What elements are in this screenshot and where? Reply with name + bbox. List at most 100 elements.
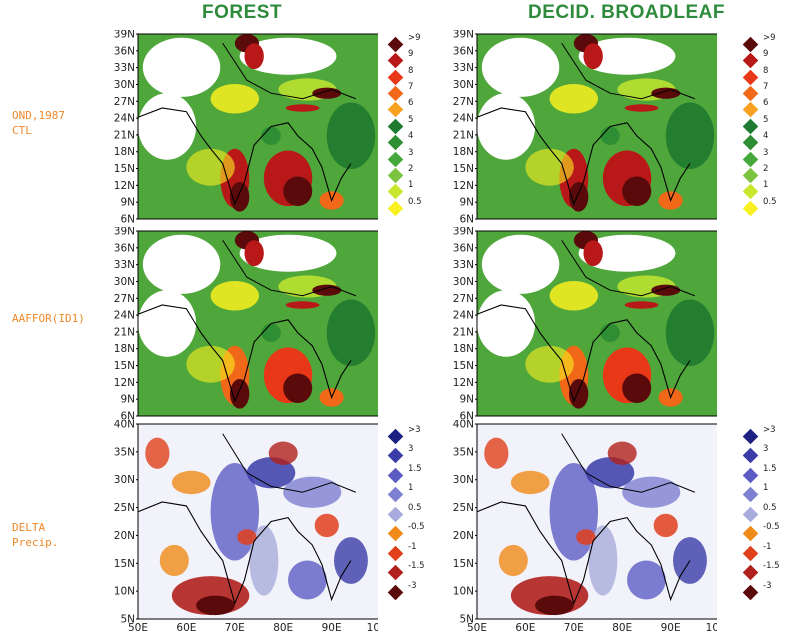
legend-item: 3	[385, 148, 445, 169]
legend-item: 3	[740, 148, 800, 169]
lat-tick-label: 10N	[114, 586, 135, 598]
lat-tick-label: 9N	[120, 197, 135, 209]
lon-tick-label: 80E	[612, 622, 632, 634]
legend-swatch	[742, 183, 759, 200]
legend-label: 0.5	[763, 196, 777, 207]
lat-tick-label: 35N	[114, 446, 135, 458]
lat-tick-label: 15N	[453, 163, 474, 175]
legend-swatch	[387, 448, 404, 464]
legend-swatch	[387, 134, 404, 151]
lat-tick-label: 18N	[453, 343, 474, 355]
legend-swatch	[742, 487, 759, 503]
lat-tick-label: 21N	[114, 129, 135, 141]
legend-swatch	[387, 36, 404, 53]
legend-label: 1	[408, 180, 414, 191]
legend-item: 9	[385, 49, 445, 70]
legend-swatch	[742, 69, 759, 85]
lat-tick-label: 30N	[453, 276, 474, 288]
legend-label: 9	[763, 49, 769, 60]
lat-tick-label: 36N	[453, 45, 474, 57]
legend-swatch	[387, 118, 404, 135]
lat-tick-label: 9N	[459, 394, 474, 406]
lon-tick-label: 80E	[273, 622, 293, 634]
lat-tick-label: 15N	[114, 163, 135, 175]
legend-label: -3	[408, 580, 417, 591]
legend-label: -1.5	[763, 561, 780, 572]
legend-swatch	[387, 525, 404, 542]
legend-swatch	[742, 102, 759, 118]
lat-tick-label: 9N	[120, 394, 135, 406]
lat-tick-label: 15N	[114, 558, 135, 570]
legend-swatch	[742, 151, 759, 167]
lon-tick-label: 90E	[661, 622, 681, 634]
legend-label: 1	[408, 483, 414, 494]
legend-label: 0.5	[408, 196, 422, 207]
lat-tick-label: 15N	[453, 360, 474, 372]
lat-tick-label: 6N	[120, 214, 135, 226]
legend-item: 0.5	[385, 503, 445, 524]
legend-swatch	[387, 506, 404, 523]
legend-item: 6	[740, 98, 800, 119]
lat-tick-label: 6N	[459, 214, 474, 226]
lat-tick-label: 10N	[453, 586, 474, 598]
legend-swatch	[742, 564, 759, 581]
lat-tick-label: 18N	[114, 343, 135, 355]
legend-item: 5	[740, 115, 800, 136]
legend-label: 1	[763, 483, 769, 494]
legend-label: 4	[763, 131, 769, 142]
column-title-decid-broadleaf: DECID. BROADLEAF	[528, 2, 725, 23]
lon-tick-label: 90E	[322, 622, 342, 634]
lon-tick-label: 50E	[128, 622, 148, 634]
lat-tick-label: 12N	[114, 180, 135, 192]
legend-label: 3	[763, 444, 769, 455]
map-forest-aaffor: 39N 36N 33N 30N 27N 24N 21N 18N 15N 12N 9N 6N	[114, 227, 378, 423]
legend-label: -1	[408, 541, 417, 552]
lat-tick-label: 27N	[114, 96, 135, 108]
map-forest-ctl: 39N 36N 33N 30N 27N 24N 21N 18N 15N 12N 9N 6N	[114, 30, 378, 226]
lat-tick-label: 21N	[114, 326, 135, 338]
legend-item: 2	[740, 164, 800, 185]
lat-tick-label: 25N	[453, 502, 474, 514]
lat-tick-label: 6N	[120, 411, 135, 423]
lat-tick-label: 24N	[453, 113, 474, 125]
lat-tick-label: 35N	[453, 446, 474, 458]
legend-swatch	[387, 69, 404, 85]
lat-tick-label: 33N	[114, 259, 135, 271]
legend-swatch	[742, 545, 759, 561]
legend-label: >9	[408, 33, 421, 43]
legend-label: >3	[408, 425, 421, 435]
lat-tick-label: 39N	[453, 227, 474, 238]
legend-item: -1.5	[385, 561, 445, 582]
legend-swatch	[742, 448, 759, 464]
lat-tick-label: 40N	[453, 420, 474, 431]
lat-tick-label: 24N	[453, 310, 474, 322]
legend-swatch	[387, 428, 404, 445]
legend-swatch	[387, 167, 404, 184]
lat-tick-label: 39N	[114, 30, 135, 41]
legend-item: -0.5	[385, 522, 445, 543]
legend-item: 1	[385, 483, 445, 504]
legend-item: 1	[740, 180, 800, 201]
legend-swatch	[387, 200, 404, 216]
lat-tick-label: 20N	[453, 530, 474, 542]
lat-tick-label: 12N	[453, 377, 474, 389]
legend-swatch	[742, 134, 759, 151]
legend-swatch	[742, 53, 759, 69]
legend-swatch	[387, 584, 404, 600]
legend-swatch	[742, 167, 759, 184]
lat-tick-label: 36N	[114, 45, 135, 57]
column-title-forest: FOREST	[202, 2, 283, 23]
legend-item: -1	[385, 542, 445, 563]
legend-item: >9	[385, 33, 445, 54]
legend-item: 7	[740, 82, 800, 103]
legend-label: 0.5	[408, 502, 422, 513]
legend-label: 7	[763, 82, 769, 93]
legend-label: 3	[408, 147, 414, 158]
lat-tick-label: 33N	[114, 62, 135, 74]
lat-tick-label: 6N	[459, 411, 474, 423]
lat-tick-label: 21N	[453, 129, 474, 141]
legend-item: 5	[385, 115, 445, 136]
legend-label: 6	[763, 98, 769, 109]
lat-tick-label: 5N	[459, 614, 474, 626]
lat-tick-label: 25N	[114, 502, 135, 514]
